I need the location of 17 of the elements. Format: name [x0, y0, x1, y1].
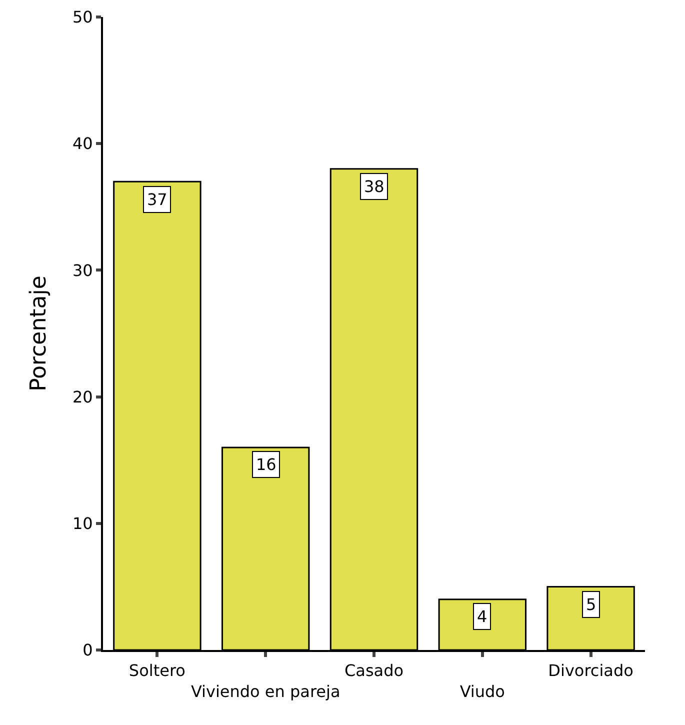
y-axis-title: Porcentaje	[26, 276, 52, 392]
x-tick-label: Viviendo en pareja	[190, 682, 340, 701]
data-label: 4	[477, 607, 488, 626]
data-label: 38	[364, 177, 384, 196]
y-tick-label: 20	[72, 387, 93, 406]
x-tick-label: Soltero	[128, 661, 186, 680]
x-tick-label: Viudo	[460, 682, 505, 701]
data-label: 16	[256, 455, 276, 474]
y-tick-label: 50	[72, 8, 93, 27]
data-label: 5	[586, 595, 596, 614]
y-tick-label: 30	[72, 260, 93, 280]
y-tick-label: 0	[82, 640, 93, 660]
data-label: 37	[147, 190, 168, 209]
y-tick-label: 40	[72, 134, 93, 154]
x-tick-label: Divorciado	[548, 661, 634, 680]
y-tick-label: 10	[72, 514, 93, 533]
x-tick-label: Casado	[344, 661, 404, 680]
